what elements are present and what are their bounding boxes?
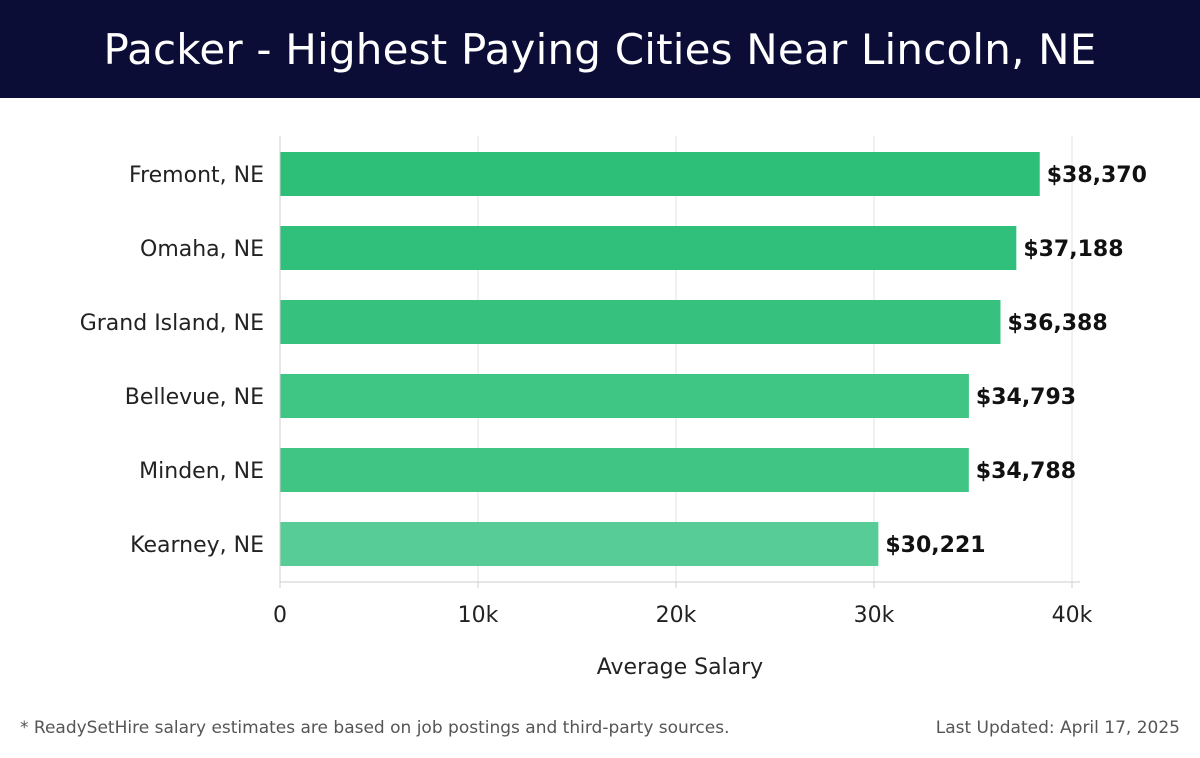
last-updated: Last Updated: April 17, 2025 bbox=[935, 718, 1180, 738]
footer-note: * ReadySetHire salary estimates are base… bbox=[20, 718, 730, 738]
x-tick-label: 10k bbox=[458, 603, 499, 628]
x-tick-label: 40k bbox=[1052, 603, 1093, 628]
category-label: Omaha, NE bbox=[140, 237, 264, 262]
value-label: $30,221 bbox=[885, 533, 985, 558]
bar bbox=[280, 226, 1017, 270]
value-label: $36,388 bbox=[1007, 311, 1107, 336]
bars: Fremont, NE $38,370 Omaha, NE $37,188 Grand … bbox=[80, 152, 1147, 566]
grid-lines bbox=[477, 136, 1073, 582]
category-label: Minden, NE bbox=[139, 459, 264, 484]
axes: 0 10k 20k 30k 40k bbox=[273, 136, 1093, 628]
x-axis-title: Average Salary bbox=[597, 655, 763, 680]
x-tick-label: 0 bbox=[273, 603, 287, 628]
header-banner: Packer - Highest Paying Cities Near Linc… bbox=[0, 0, 1200, 98]
value-label: $38,370 bbox=[1047, 163, 1147, 188]
category-label: Kearney, NE bbox=[130, 533, 264, 558]
category-label: Bellevue, NE bbox=[125, 385, 264, 410]
bar bbox=[280, 300, 1001, 344]
bar bbox=[280, 522, 879, 566]
value-label: $34,793 bbox=[976, 385, 1076, 410]
bar bbox=[280, 374, 969, 418]
category-label: Grand Island, NE bbox=[80, 311, 264, 336]
value-label: $37,188 bbox=[1023, 237, 1123, 262]
chart-title: Packer - Highest Paying Cities Near Linc… bbox=[103, 24, 1097, 74]
category-label: Fremont, NE bbox=[129, 163, 264, 188]
value-label: $34,788 bbox=[976, 459, 1076, 484]
bar-chart: Fremont, NE $38,370 Omaha, NE $37,188 Grand … bbox=[80, 136, 1147, 680]
bar bbox=[280, 152, 1040, 196]
x-tick-label: 30k bbox=[854, 603, 895, 628]
bar bbox=[280, 448, 969, 492]
x-tick-label: 20k bbox=[656, 603, 697, 628]
